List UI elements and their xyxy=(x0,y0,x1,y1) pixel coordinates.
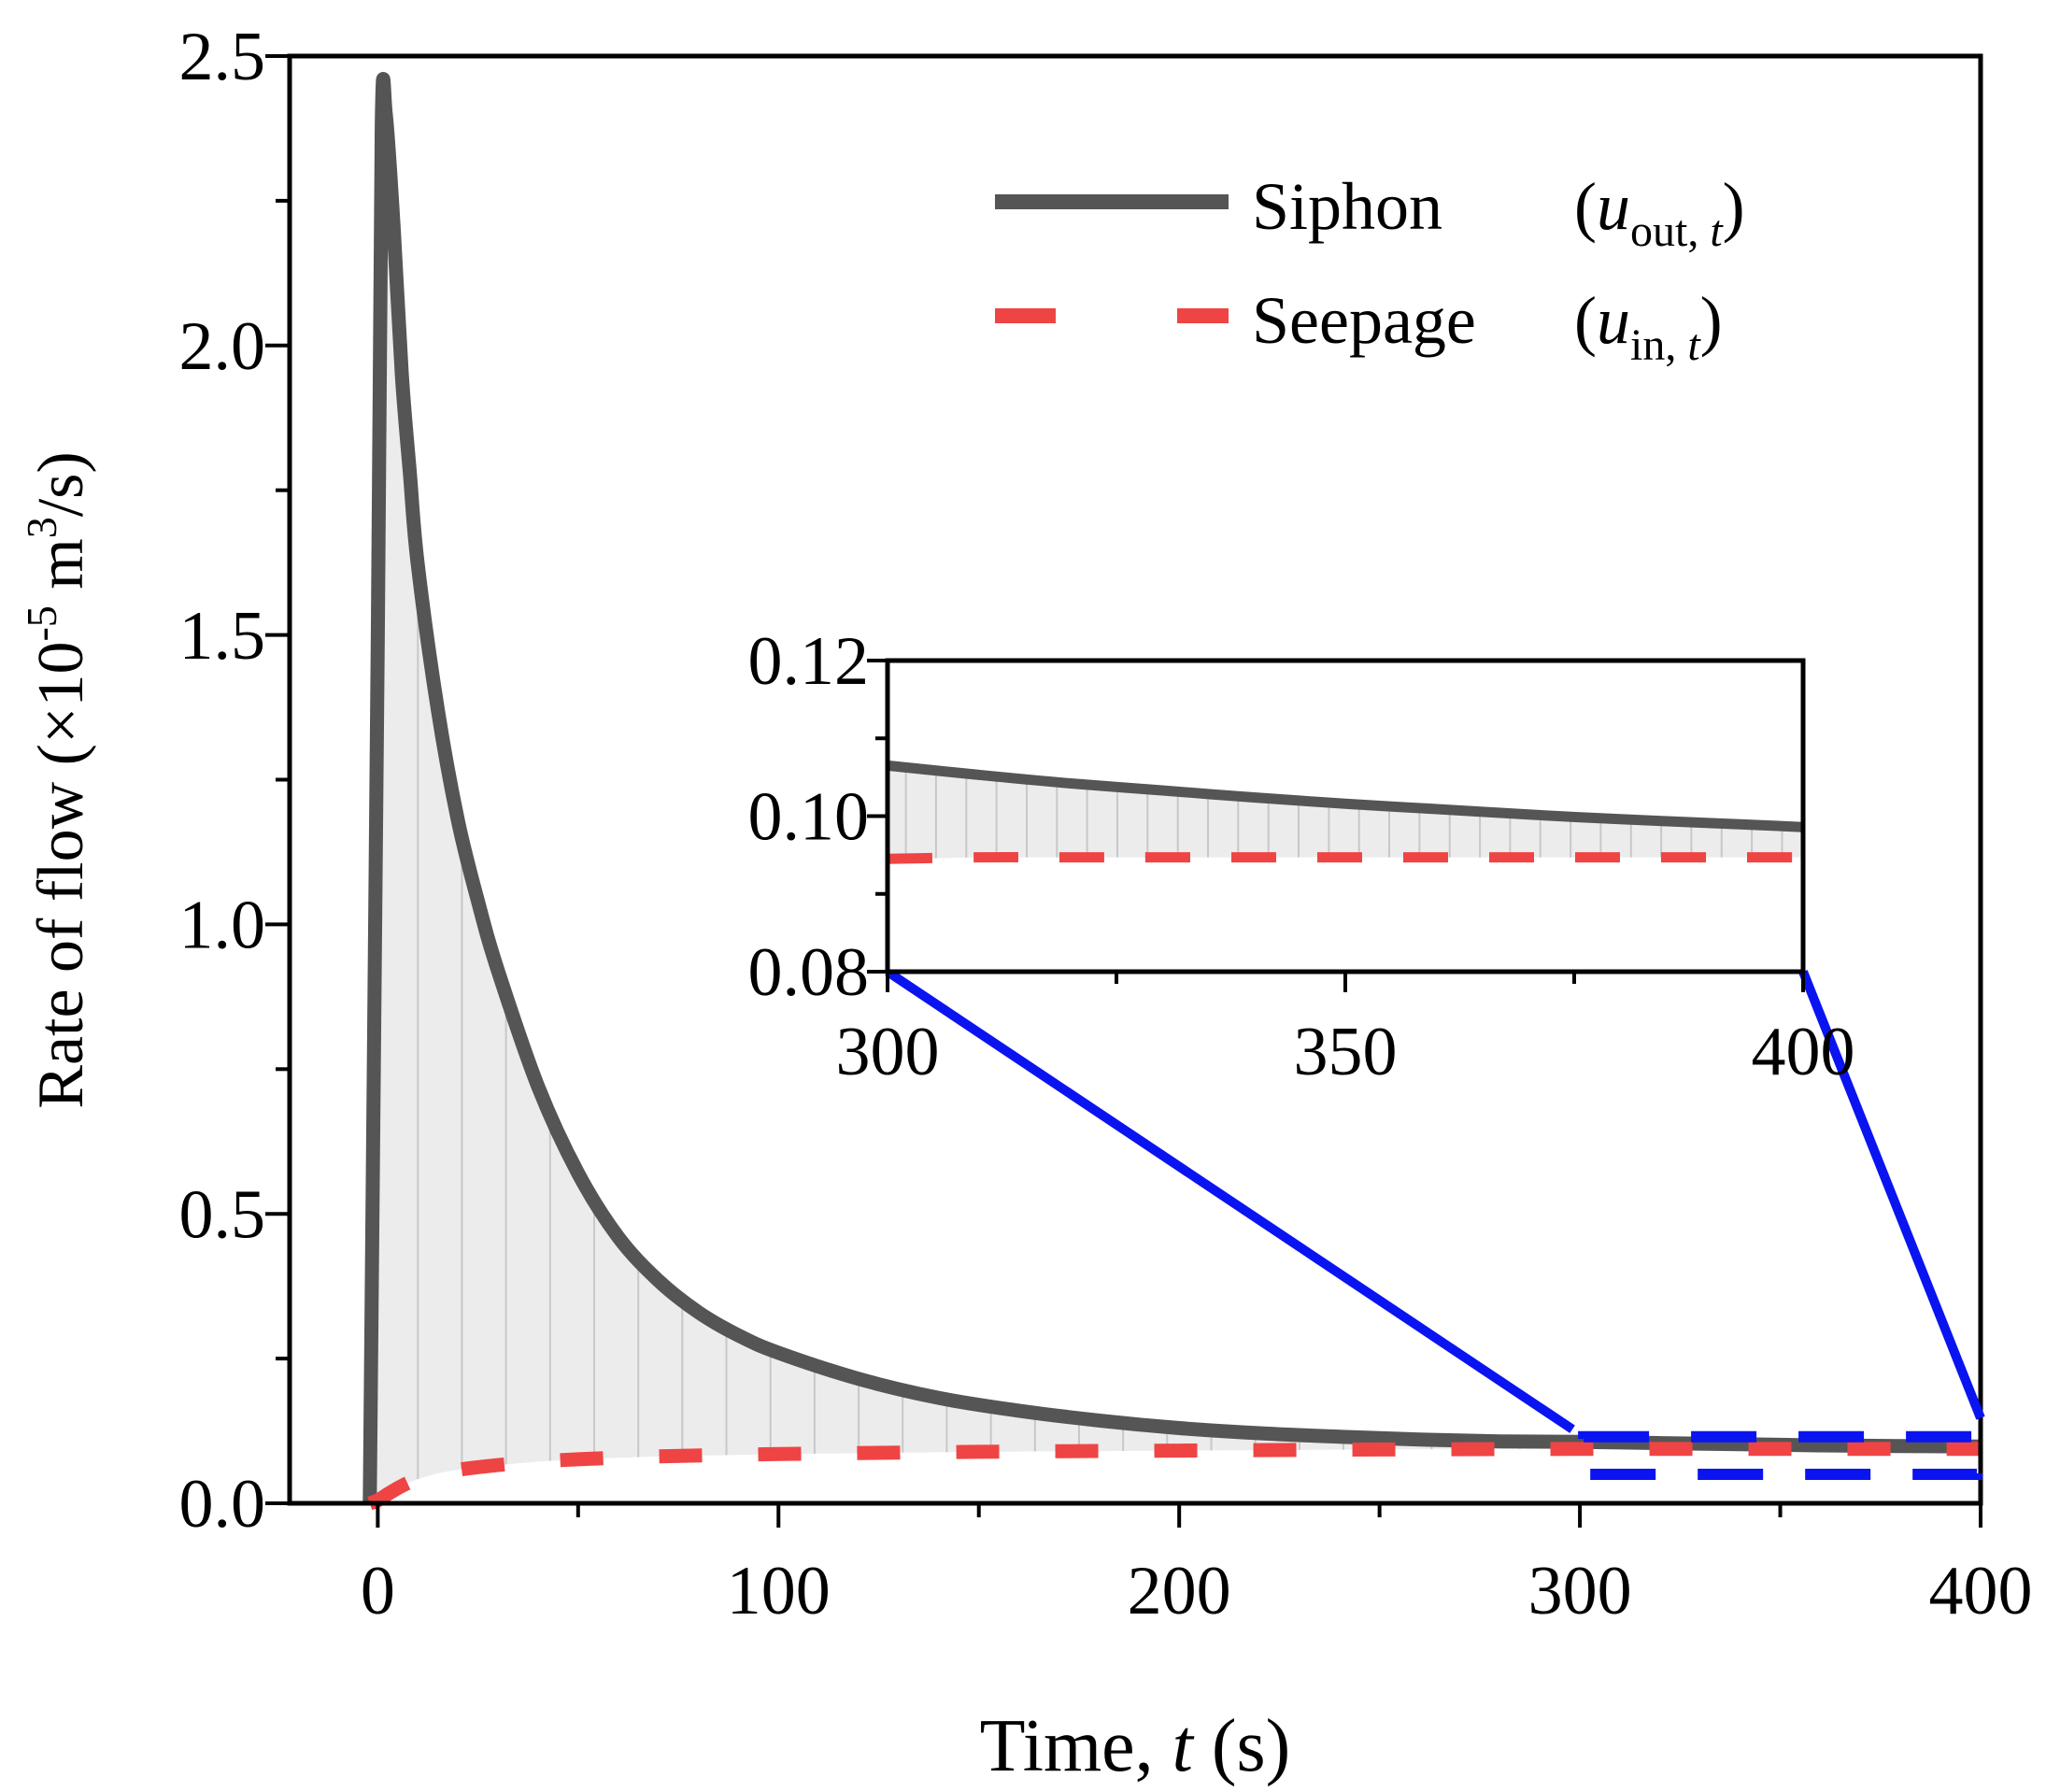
zoom-connector-right xyxy=(1798,970,1985,1420)
zoom-connector-left xyxy=(885,967,1575,1433)
main-area-fill xyxy=(369,118,1981,1504)
area-between-series xyxy=(369,118,1981,1504)
y-tick-label: 0.0 xyxy=(179,1466,266,1543)
inset-series-lines xyxy=(887,760,1804,864)
legend-seepage-symbol: (uin, t) xyxy=(1574,283,1723,370)
main-axes: 0 100 200 300 400 0.0 0.5 1.0 1.5 2.0 2.5 xyxy=(179,19,2033,1629)
inset-axes: 300 350 400 0.08 0.10 0.12 xyxy=(748,623,1855,1090)
y-tick-label: 1.0 xyxy=(179,888,266,964)
y-tick-label: 2.5 xyxy=(179,19,266,95)
series-line-siphon xyxy=(362,72,1982,1504)
legend: Siphon (uout, t) Seepage (uin, t) xyxy=(995,169,1745,370)
x-tick-label: 300 xyxy=(1528,1553,1632,1629)
y-tick-label: 0.08 xyxy=(748,934,870,1011)
y-axis-label: Rate of flow (×10-5 m3/s) xyxy=(18,451,97,1108)
x-tick-label: 400 xyxy=(1929,1553,2033,1629)
x-tick-label: 400 xyxy=(1752,1014,1855,1090)
legend-siphon-label: Siphon xyxy=(1252,169,1442,244)
x-axis-label: Time, t (s) xyxy=(980,1705,1291,1787)
inset-area-hatch xyxy=(904,767,1783,859)
series-line-seepage xyxy=(887,851,1803,864)
y-tick-label: 0.10 xyxy=(748,779,870,856)
series-line-seepage xyxy=(367,1442,1981,1511)
series-line-siphon xyxy=(887,760,1804,832)
main-series-lines xyxy=(362,72,1982,1511)
zoom-indicator xyxy=(885,967,1985,1481)
y-tick-label: 0.5 xyxy=(179,1176,266,1253)
x-tick-label: 200 xyxy=(1128,1553,1231,1629)
y-tick-label: 1.5 xyxy=(179,598,266,675)
y-tick-label: 2.0 xyxy=(179,308,266,385)
legend-siphon-symbol: (uout, t) xyxy=(1574,169,1745,256)
x-tick-label: 0 xyxy=(361,1553,395,1629)
legend-seepage-label: Seepage xyxy=(1252,283,1476,358)
y-tick-label: 0.12 xyxy=(748,623,870,700)
x-tick-label: 100 xyxy=(727,1553,831,1629)
x-tick-label: 350 xyxy=(1294,1014,1398,1090)
x-tick-label: 300 xyxy=(836,1014,940,1090)
